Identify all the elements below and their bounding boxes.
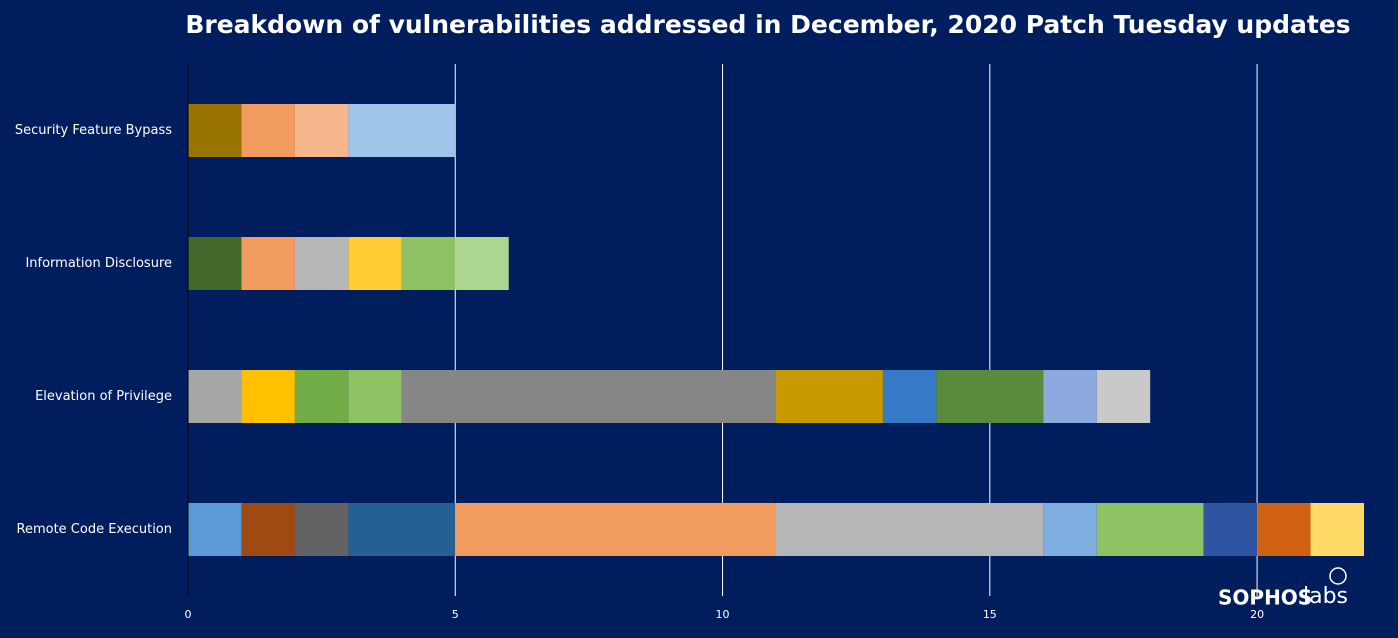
x-tick-label: 20	[1250, 608, 1264, 621]
bar-segment	[936, 370, 1044, 423]
logo-suffix: labs	[1303, 584, 1348, 609]
bar-segment	[188, 104, 242, 157]
bar-segment	[348, 503, 456, 556]
x-tick-label: 5	[452, 608, 459, 621]
y-tick-label: Elevation of Privilege	[35, 389, 172, 404]
bar-segment	[1257, 503, 1311, 556]
y-tick-label: Information Disclosure	[25, 256, 172, 271]
bar-segment	[1310, 503, 1364, 556]
bar-segment	[241, 503, 295, 556]
bar-segment	[241, 237, 295, 290]
bar-segment	[294, 237, 349, 290]
bar-segment	[348, 104, 456, 157]
x-tick-label: 10	[716, 608, 730, 621]
logo-icon	[1329, 567, 1347, 585]
x-tick-label: 15	[983, 608, 997, 621]
bar-segment	[776, 503, 1044, 556]
bar-segment	[1096, 503, 1204, 556]
bar-segment	[348, 370, 402, 423]
bar-segment	[188, 503, 242, 556]
logo: SOPHOS labs	[1218, 567, 1348, 610]
y-tick-label: Remote Code Execution	[17, 522, 173, 537]
bar-segment	[241, 370, 295, 423]
bar-segment	[348, 237, 402, 290]
bar-segment	[294, 503, 349, 556]
bar-segment	[401, 237, 456, 290]
bar-segment	[294, 104, 349, 157]
bar-segment	[188, 237, 242, 290]
y-tick-label: Security Feature Bypass	[15, 123, 172, 138]
logo-name: SOPHOS	[1218, 586, 1312, 610]
bar-segment	[455, 503, 776, 556]
bar-segment	[401, 370, 776, 423]
x-tick-label: 0	[185, 608, 192, 621]
bar-segment	[776, 370, 883, 423]
bar-segment	[1043, 503, 1097, 556]
bar-segment	[1203, 503, 1258, 556]
bar-segment	[1043, 370, 1097, 423]
bar-segment	[188, 370, 242, 423]
bar-segment	[1096, 370, 1151, 423]
bar-segment	[882, 370, 937, 423]
bar-segment	[455, 237, 509, 290]
bar-segment	[294, 370, 349, 423]
chart-title: Breakdown of vulnerabilities addressed i…	[185, 10, 1350, 39]
bar-segment	[241, 104, 295, 157]
